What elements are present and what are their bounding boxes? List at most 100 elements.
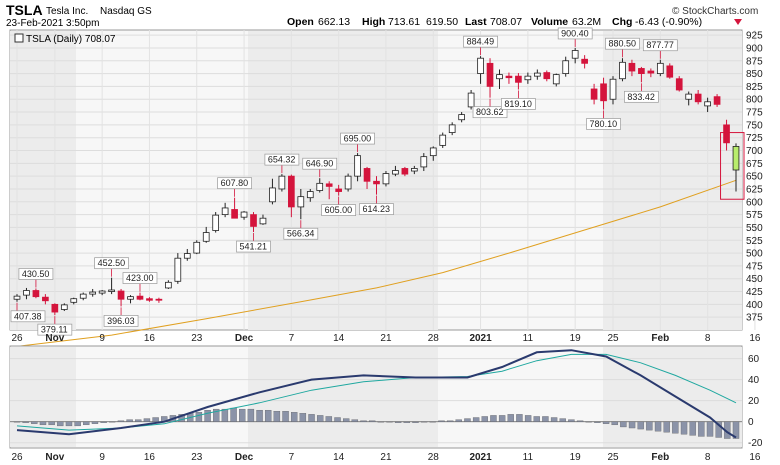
candle-24 [240,211,248,220]
hist-bar-16 [152,417,159,422]
candle-body-34 [335,188,342,192]
xaxis-top-tick-14: Feb [651,333,669,344]
annotation-label-21: 877.77 [646,40,674,50]
candle-body-67 [647,70,655,74]
hist-bar-83 [732,421,740,439]
candle-49 [477,56,484,84]
candle-body-63 [609,78,617,100]
hist-bar-22 [204,409,211,422]
annotation-label-6: 607.80 [221,178,249,188]
macd-band-1 [248,347,438,447]
y-tick-625: 625 [746,184,763,195]
annotation-label-15: 803.62 [476,107,504,117]
band-1 [248,31,438,330]
candle-52 [505,72,513,84]
candle-body-45 [439,134,447,146]
xaxis-bottom-tick-13: 25 [607,452,619,463]
hist-bar-49 [438,420,445,422]
xaxis-bottom-tick-4: 23 [191,452,203,463]
candle-body-22 [221,207,229,216]
candle-55 [533,69,541,80]
candle-69 [666,63,674,79]
y-tick-725: 725 [746,133,763,144]
candle-body-33 [325,183,333,187]
hist-bar-14 [135,419,142,422]
hist-bar-65 [576,420,584,422]
x-axis-bottom: 26Nov91623Dec71421282021111925Feb81622 [11,452,761,463]
y-tick-925: 925 [746,31,763,42]
annotation-6: 607.80 [217,177,252,197]
candle-36 [354,153,361,182]
candle-body-62 [600,83,607,102]
y-tick-825: 825 [746,82,763,93]
candle-body-28 [278,175,286,190]
hist-bar-78 [689,421,696,436]
legend: TSLA (Daily) 708.07 [14,33,116,45]
candle-57 [552,73,560,87]
candle-65 [628,59,636,77]
y-tick-875: 875 [746,56,763,67]
candle-body-27 [269,187,276,203]
y-tick-375: 375 [746,313,763,324]
annotation-1: 430.50 [18,268,54,288]
candle-body-39 [382,173,390,185]
hist-bar-39 [351,419,359,422]
candle-28 [278,174,286,192]
xaxis-top-tick-8: 21 [380,333,392,344]
annotation-16: 819.10 [501,90,536,110]
candle-body-31 [306,191,314,199]
candle-body-35 [344,175,352,190]
hist-bar-6 [65,421,73,427]
hist-bar-26 [239,408,246,422]
xaxis-bottom-tick-16: 16 [749,452,761,463]
macd-line [16,349,737,439]
y-tick-425: 425 [746,287,763,298]
y-tick-700: 700 [746,146,763,157]
hist-bar-34 [308,414,315,422]
candle-38 [373,176,380,195]
xaxis-bottom-tick-14: Feb [651,452,669,463]
hist-bar-29 [265,409,272,422]
y-tick-450: 450 [746,274,763,285]
candle-23 [231,197,238,219]
candle-21 [212,212,220,233]
annotation-label-3: 452.50 [98,258,126,268]
hist-bar-58 [516,414,523,422]
candle-body-55 [533,72,541,77]
hist-bar-68 [602,421,610,424]
candle-5 [60,303,68,312]
annotation-7: 541.21 [236,233,271,253]
candle-72 [694,90,702,105]
candle-6 [70,297,78,305]
y-tick-600: 600 [746,197,763,208]
candle-39 [382,171,390,187]
annotation-13: 614.23 [359,195,394,215]
candle-45 [439,132,447,148]
chg-label: Chg [612,16,632,28]
hist-bar-61 [542,416,549,422]
hist-bar-11 [109,421,116,423]
annotation-label-0: 407.38 [14,311,42,321]
candle-40 [392,165,399,177]
hist-bar-15 [143,418,151,422]
low-value: 619.50 [426,16,458,28]
macd-histogram [13,407,740,439]
candle-4 [51,303,59,316]
hist-bar-81 [715,421,722,438]
annotation-0: 407.38 [10,302,46,323]
hist-bar-41 [368,420,376,422]
candle-54 [524,72,532,84]
candle-body-20 [202,232,210,242]
hist-bar-4 [48,421,55,426]
y-tick-550: 550 [746,223,763,234]
candle-body-68 [656,62,664,74]
hist-bar-74 [654,421,662,432]
hist-bar-69 [611,421,618,426]
candle-body-4 [51,303,59,313]
quote-bar: Open 662.13 High 713.61 619.50 Last 708.… [287,16,742,28]
candle-body-12 [127,296,134,300]
candle-14 [146,297,153,302]
highlight-box [720,132,745,200]
candle-body-52 [505,75,513,79]
annotation-9: 566.34 [283,220,319,240]
